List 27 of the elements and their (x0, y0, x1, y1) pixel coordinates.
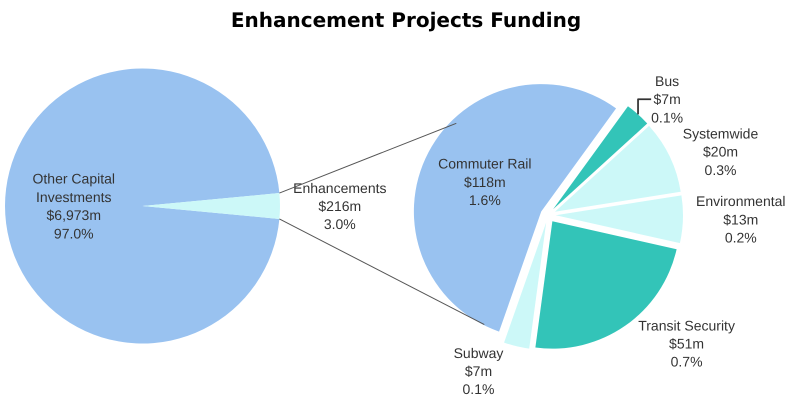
text: 0.1% (462, 381, 494, 398)
text: 0.7% (670, 354, 703, 370)
data-label: $216m (318, 198, 362, 214)
text: 0.2% (724, 230, 757, 246)
text: 3.0% (324, 216, 356, 232)
slice-label: Other Capital Investments (32, 170, 115, 205)
data-label: $7m (653, 91, 681, 108)
pie-slice (142, 193, 280, 219)
text: 1.6% (468, 192, 501, 208)
text: 97.0% (54, 225, 94, 242)
data-label: $118m (464, 174, 506, 190)
slice-label: Bus (655, 73, 680, 90)
slice-label: Transit Security (638, 317, 735, 334)
slice-label: Subway (454, 344, 504, 361)
data-label: $20m (703, 144, 738, 160)
slice-label: Commuter Rail (438, 156, 532, 172)
chart-title: Enhancement Projects Funding (230, 8, 582, 32)
data-label: $6,973m (46, 207, 101, 224)
slice-label: Environmental (696, 193, 786, 210)
text: 0.1% (651, 109, 684, 126)
pie-slice (5, 68, 280, 344)
slice-label: Systemwide (682, 125, 758, 142)
data-label: $51m (669, 335, 704, 352)
text: 0.3% (704, 162, 736, 178)
data-label: $7m (464, 363, 492, 380)
data-label: $13m (723, 211, 758, 228)
slice-label: Enhancements (293, 180, 387, 196)
